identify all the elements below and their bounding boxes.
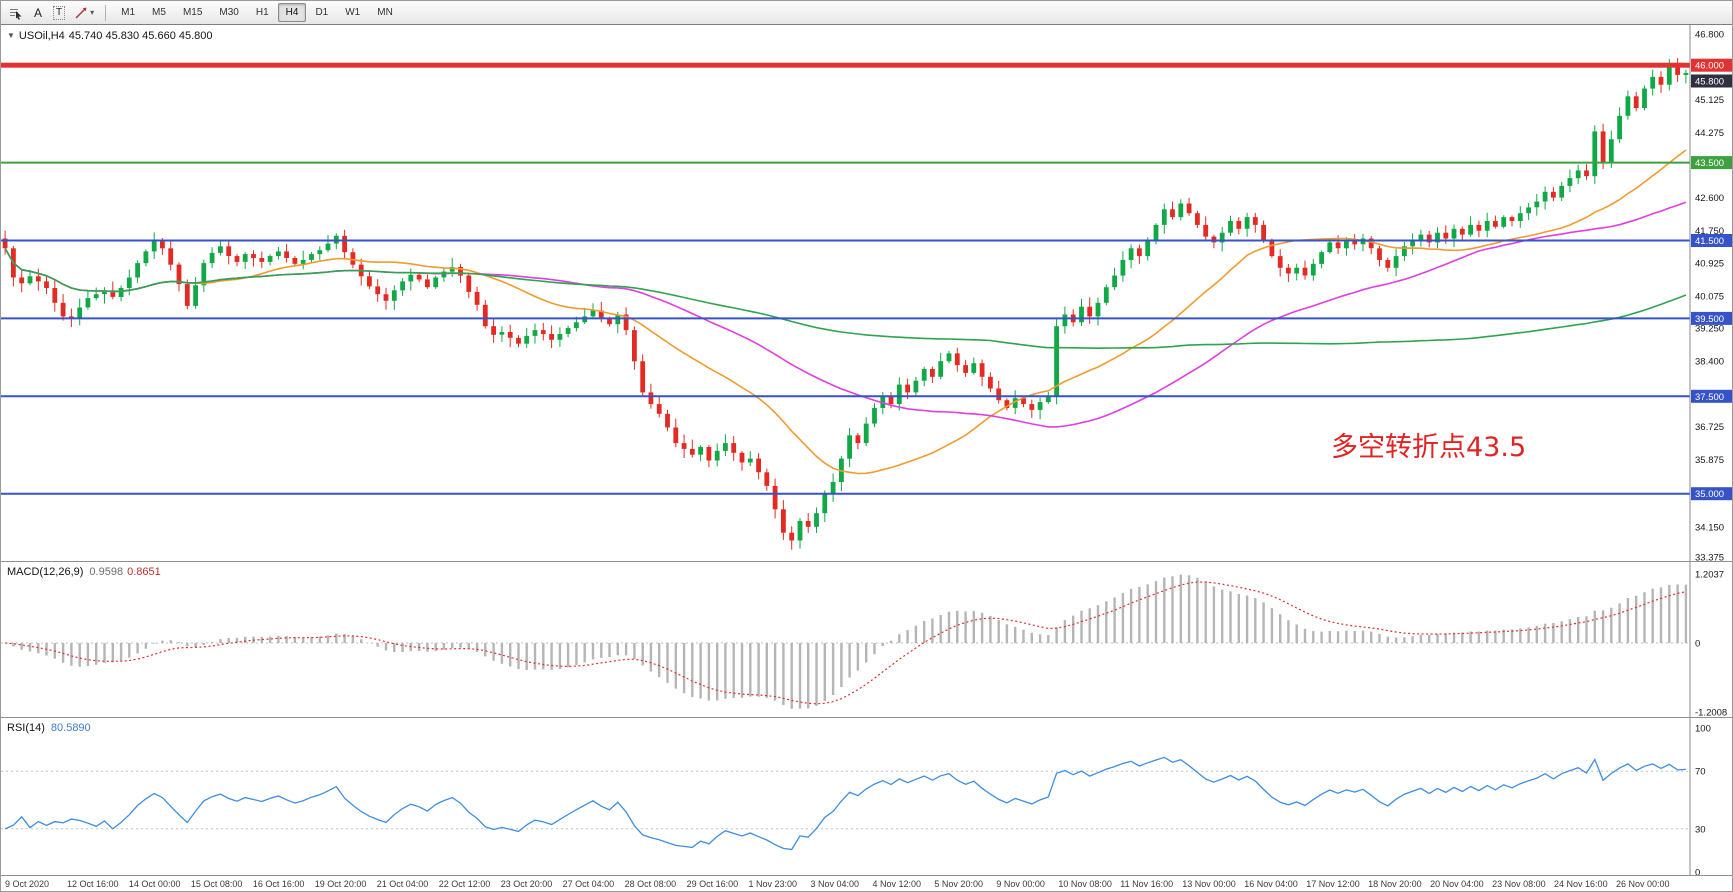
timeframe-button-mn[interactable]: MN [377,7,393,18]
timeframe-button-m30[interactable]: M30 [219,7,239,18]
time-axis-label: 17 Nov 12:00 [1306,879,1360,889]
time-axis-label: 4 Nov 12:00 [872,879,921,889]
svg-text:41.500: 41.500 [1695,236,1724,247]
textbox-tool-button[interactable]: T [49,3,69,23]
time-axis-label: 13 Nov 00:00 [1182,879,1236,889]
time-axis-label: 12 Oct 16:00 [66,879,119,889]
svg-text:40.075: 40.075 [1695,291,1724,302]
text-tool-button[interactable]: A [28,3,48,23]
svg-text:1.2037: 1.2037 [1695,569,1724,580]
toolbar-separator [105,4,107,21]
rsi-chart[interactable]: 100 70 30 0 [1,718,1733,876]
svg-text:46.000: 46.000 [1695,61,1724,72]
time-axis-label: 14 Oct 00:00 [128,879,181,889]
timeframe-group: M1 M5 M15 M30 H1 H4 D1 W1 MN [113,3,401,22]
svg-text:37.500: 37.500 [1695,392,1724,403]
svg-text:70: 70 [1695,767,1706,778]
svg-text:44.275: 44.275 [1695,128,1724,139]
svg-text:0: 0 [1695,639,1700,650]
timeframe-button-h4[interactable]: H4 [277,3,307,22]
svg-text:38.400: 38.400 [1695,357,1724,368]
svg-text:40.925: 40.925 [1695,258,1724,269]
svg-text:41.750: 41.750 [1695,226,1724,237]
time-axis-label: 10 Nov 08:00 [1058,879,1112,889]
timeframe-button-h1[interactable]: H1 [255,7,269,18]
svg-text:39.250: 39.250 [1695,324,1724,335]
svg-text:35.000: 35.000 [1695,489,1724,500]
text-tool-icon: A [33,5,42,20]
macd-panel[interactable]: 1.2037 0 -1.2008 [1,561,1733,718]
svg-text:43.500: 43.500 [1695,158,1724,169]
time-axis-label: 29 Oct 16:00 [686,879,739,889]
time-axis-label: 22 Oct 12:00 [438,879,491,889]
time-axis-label: 16 Oct 16:00 [252,879,305,889]
textbox-tool-icon: T [53,5,66,20]
svg-text:46.800: 46.800 [1695,30,1724,41]
time-axis-label: 9 Nov 00:00 [996,879,1045,889]
svg-text:0: 0 [1695,868,1700,877]
time-axis-label: 24 Nov 16:00 [1554,879,1608,889]
time-axis-label: 19 Oct 20:00 [314,879,367,889]
svg-text:35.875: 35.875 [1695,455,1724,466]
svg-text:42.600: 42.600 [1695,193,1724,204]
trendline-arrow-icon [75,7,87,18]
svg-text:36.725: 36.725 [1695,422,1724,433]
time-axis-label: 1 Nov 23:00 [748,879,798,889]
svg-text:45.800: 45.800 [1695,77,1724,88]
svg-text:100: 100 [1695,724,1711,735]
time-axis-label: 20 Nov 04:00 [1430,879,1484,889]
drawing-tool-button[interactable]: ▾ [70,3,98,23]
time-axis-label: 11 Nov 16:00 [1120,879,1174,889]
time-axis-label: 15 Oct 08:00 [190,879,243,889]
time-axis-label: 23 Oct 20:00 [500,879,553,889]
time-axis-label: 26 Nov 00:00 [1616,879,1670,889]
svg-text:30: 30 [1695,824,1706,835]
timeframe-button-m1[interactable]: M1 [121,7,136,18]
time-axis-label: 21 Oct 04:00 [376,879,429,889]
pointer-grid-icon [10,8,22,20]
svg-text:45.125: 45.125 [1695,95,1724,106]
svg-text:34.150: 34.150 [1695,522,1724,533]
time-axis-label: 3 Nov 04:00 [810,879,860,889]
svg-text:33.375: 33.375 [1695,553,1724,562]
timeframe-button-w1[interactable]: W1 [345,7,361,18]
chart-toolbar: A T ▾ M1 M5 M15 M30 H1 H4 D1 W1 MN [1,1,1732,25]
candlestick-chart[interactable]: 46.800 45.125 44.275 42.600 41.750 40.925 40.0… [1,25,1733,561]
macd-chart[interactable]: 1.2037 0 -1.2008 [1,562,1733,718]
timeframe-button-d1[interactable]: D1 [315,7,329,18]
timeframe-button-m5[interactable]: M5 [152,7,166,18]
rsi-panel[interactable]: 100 70 30 0 [1,717,1733,876]
caret-down-icon: ▾ [90,8,95,17]
time-axis-label: 16 Nov 04:00 [1244,879,1298,889]
svg-text:39.500: 39.500 [1695,314,1724,325]
time-axis-label: 28 Oct 08:00 [624,879,677,889]
pointer-grid-tool-button[interactable] [5,3,27,23]
time-axis[interactable]: 9 Oct 2020 12 Oct 16:00 14 Oct 00:00 15 Oct… [1,875,1732,891]
time-axis-label: 27 Oct 04:00 [562,879,615,889]
time-axis-label: 5 Nov 20:00 [934,879,983,889]
main-chart-panel[interactable]: 46.800 45.125 44.275 42.600 41.750 40.925 40.0… [1,25,1733,561]
svg-text:-1.2008: -1.2008 [1695,708,1727,718]
time-axis-label: 9 Oct 2020 [5,879,50,889]
time-axis-label: 23 Nov 08:00 [1492,879,1546,889]
timeframe-button-m15[interactable]: M15 [182,7,203,18]
time-axis-label: 18 Nov 20:00 [1368,879,1422,889]
